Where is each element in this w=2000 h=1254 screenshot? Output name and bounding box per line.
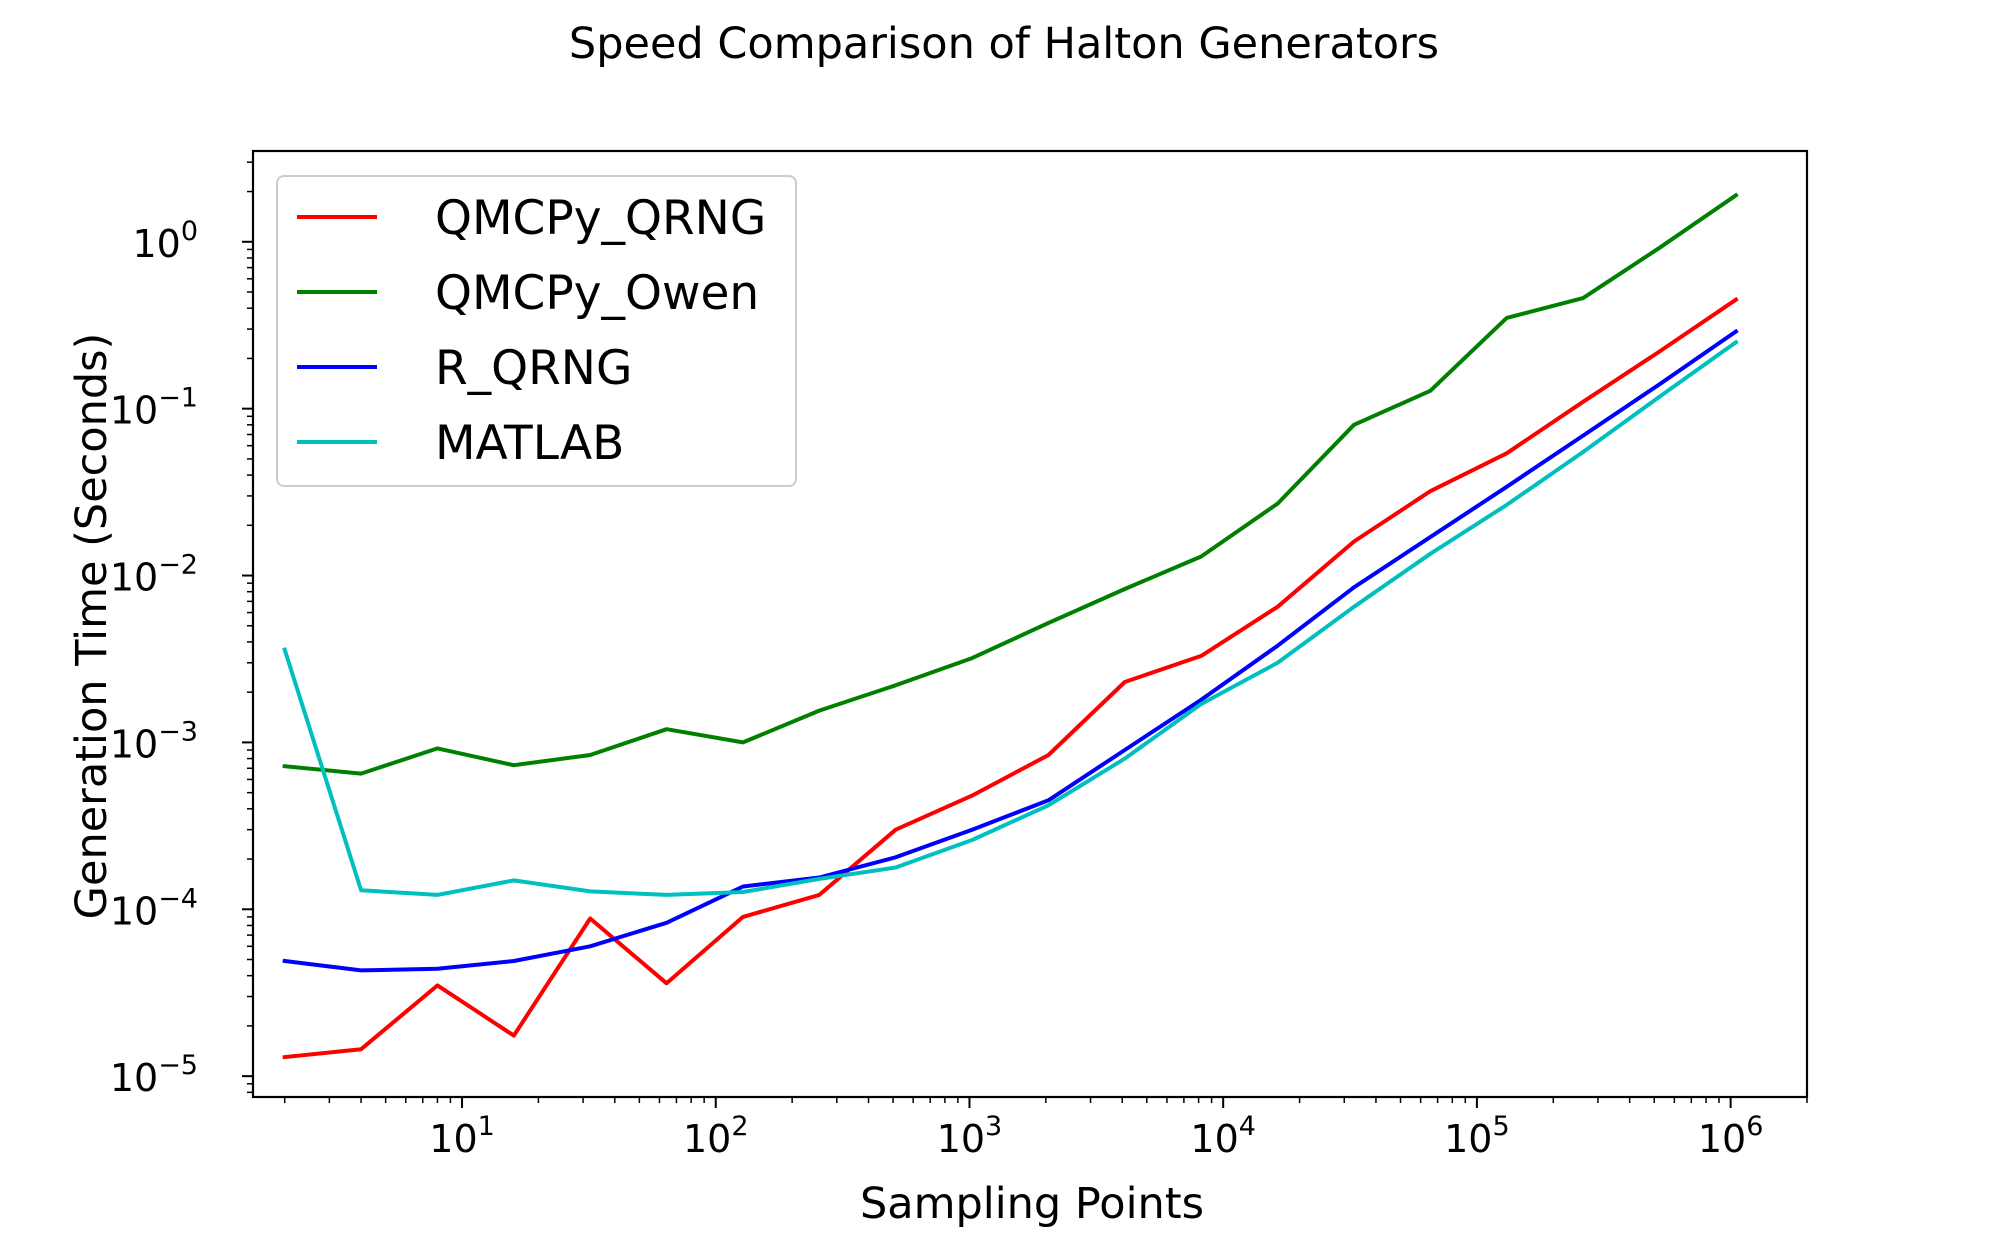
x-tick-label-exponent: 6 bbox=[1746, 1111, 1763, 1142]
y-tick-label-exponent: −5 bbox=[158, 1050, 198, 1081]
series-line-matlab bbox=[282, 339, 1739, 897]
x-tick-label: 105 bbox=[1444, 1111, 1510, 1161]
series-line-qmcpy-owen bbox=[282, 192, 1739, 776]
legend-label-r-qrng: R_QRNG bbox=[435, 341, 632, 396]
x-tick-label-base: 10 bbox=[1444, 1117, 1492, 1161]
y-tick-label-base: 10 bbox=[110, 556, 158, 600]
legend: QMCPy_QRNG QMCPy_Owen R_QRNG MATLAB bbox=[276, 175, 797, 487]
y-axis-label: Generation Time (Seconds) bbox=[67, 333, 117, 920]
plot-frame bbox=[251, 149, 1809, 1099]
series-line-r-qrng bbox=[282, 328, 1739, 973]
x-tick-label: 101 bbox=[429, 1111, 495, 1161]
y-tick-label-base: 10 bbox=[132, 222, 180, 266]
x-tick-label-base: 10 bbox=[1698, 1117, 1746, 1161]
x-tick-label-base: 10 bbox=[683, 1117, 731, 1161]
y-tick-label-exponent: −3 bbox=[158, 716, 198, 747]
x-tick-label: 102 bbox=[683, 1111, 749, 1161]
x-tick-label-exponent: 5 bbox=[1492, 1111, 1509, 1142]
x-tick-label-exponent: 1 bbox=[478, 1111, 495, 1142]
legend-box bbox=[276, 175, 797, 487]
x-tick-label-exponent: 4 bbox=[1239, 1111, 1256, 1142]
y-tick-label-base: 10 bbox=[110, 1056, 158, 1100]
x-tick-label: 104 bbox=[1190, 1111, 1256, 1161]
y-tick-label-base: 10 bbox=[110, 722, 158, 766]
x-axis-label: Sampling Points bbox=[860, 1179, 1204, 1229]
x-tick-label-exponent: 2 bbox=[731, 1111, 748, 1142]
plot-area: 101 102 103 104 105 10610−510−410−310−210−110… bbox=[110, 149, 1809, 1161]
y-tick-label-base: 10 bbox=[110, 889, 158, 933]
series-line-qmcpy-qrng bbox=[282, 296, 1739, 1060]
y-tick-label-exponent: −1 bbox=[158, 383, 198, 414]
x-tick-label-exponent: 3 bbox=[985, 1111, 1002, 1142]
legend-label-matlab: MATLAB bbox=[435, 416, 624, 471]
y-tick-label-exponent: 0 bbox=[181, 216, 198, 247]
y-tick-label: 10−1 bbox=[110, 383, 198, 433]
x-tick-label: 103 bbox=[937, 1111, 1003, 1161]
y-tick-label: 10−3 bbox=[110, 716, 198, 766]
legend-label-qmcpy-qrng: QMCPy_QRNG bbox=[435, 191, 766, 246]
y-tick-label: 10−4 bbox=[110, 883, 198, 933]
x-tick-label-base: 10 bbox=[429, 1117, 477, 1161]
y-tick-label: 10−2 bbox=[110, 550, 198, 600]
y-tick-label-base: 10 bbox=[110, 389, 158, 433]
y-tick-label-exponent: −2 bbox=[158, 550, 198, 581]
y-tick-label: 100 bbox=[132, 216, 198, 266]
legend-label-qmcpy-owen: QMCPy_Owen bbox=[435, 266, 759, 321]
chart-title: Speed Comparison of Halton Generators bbox=[569, 19, 1439, 69]
x-tick-label-base: 10 bbox=[1190, 1117, 1238, 1161]
y-tick-label: 10−5 bbox=[110, 1050, 198, 1100]
y-tick-label-exponent: −4 bbox=[158, 883, 198, 914]
x-tick-label-base: 10 bbox=[937, 1117, 985, 1161]
x-tick-label: 106 bbox=[1698, 1111, 1764, 1161]
